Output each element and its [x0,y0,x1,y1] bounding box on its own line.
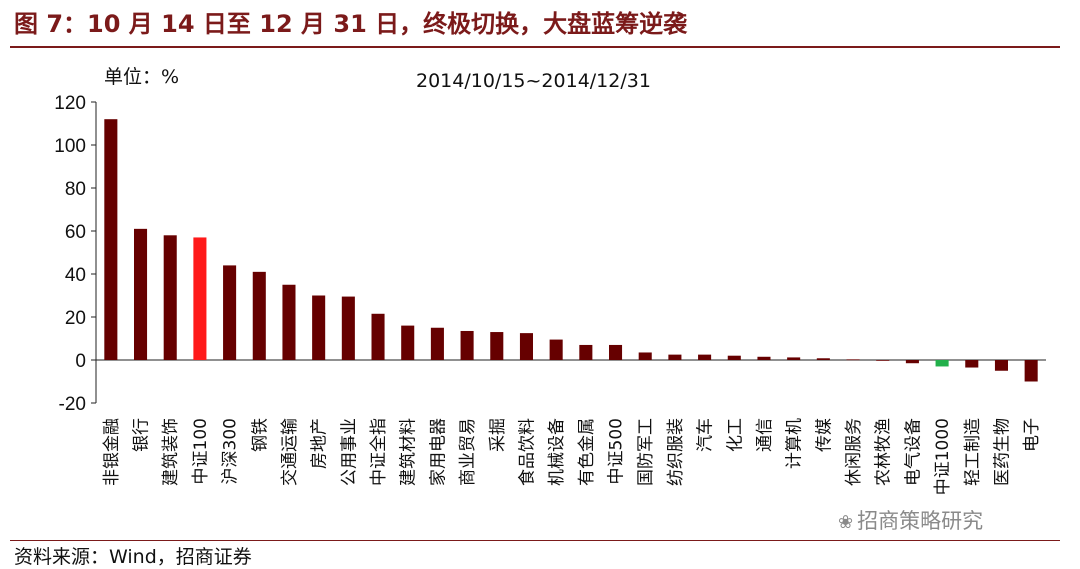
unit-label: 单位：% [104,66,180,88]
x-category-label: 医药生物 [992,418,1012,486]
bar [846,359,860,361]
source-note: 资料来源：Wind，招商证券 [14,546,252,568]
y-tick-label: -20 [59,394,86,415]
x-category-label: 有色金属 [577,418,597,486]
bar [193,237,207,360]
x-category-label: 沪深300 [221,418,241,484]
x-category-label: 交通运输 [280,418,300,486]
x-category-label: 商业贸易 [458,418,478,486]
x-category-label: 传媒 [814,418,834,452]
x-category-label: 非银金融 [102,418,122,486]
bar-chart: -20 0 20 40 60 80 100 120 非银金融 银行 建筑装饰 中证100 沪深300 钢铁… [54,93,1046,495]
bar [430,327,444,360]
chart-subtitle: 2014/10/15~2014/12/31 [416,70,651,92]
x-category-label: 钢铁 [250,418,270,452]
x-category-label: 轻工制造 [963,418,983,486]
x-category-label: 国防军工 [636,418,656,486]
x-category-label: 休闲服务 [844,418,864,486]
bar [994,360,1008,371]
x-category-label: 纺织服装 [666,418,686,486]
bar [609,344,623,360]
bar [638,352,652,360]
bar [905,360,919,364]
watermark-text: 招商策略研究 [857,509,984,533]
footer-divider [10,540,1060,541]
bar [371,313,385,360]
x-category-label: 汽车 [696,418,716,452]
y-tick-label: 60 [65,222,86,243]
bar [490,332,504,360]
bar [163,235,177,360]
x-category-label: 公用事业 [339,418,359,486]
y-tick-label: 40 [65,265,86,286]
title-divider [10,46,1060,48]
figure-title: 图 7：10 月 14 日至 12 月 31 日，终极切换，大盘蓝筹逆袭 [14,10,688,38]
bar [401,325,415,360]
bar [104,119,118,360]
x-category-label: 家用电器 [428,418,448,486]
x-category-label: 采掘 [488,418,508,452]
x-category-label: 中证1000 [933,418,953,495]
x-category-label: 中证全指 [369,418,389,486]
x-category-label: 化工 [725,418,745,452]
x-category-label: 计算机 [785,418,805,469]
bar [816,358,830,360]
bar [876,360,890,361]
x-category-label: 银行 [132,418,152,452]
bar [519,333,533,360]
x-category-label: 农林牧渔 [874,418,894,486]
x-category-label: 建筑装饰 [161,418,181,486]
x-category-label: 通信 [755,418,775,452]
x-category-label: 房地产 [310,418,330,469]
x-category-label: 中证500 [607,418,627,484]
bar [579,344,593,360]
wechat-icon: ❀ [838,512,854,533]
bar [727,355,741,360]
bar [757,356,771,360]
bar [965,360,979,368]
bar [282,284,296,360]
x-category-label: 机械设备 [547,418,567,486]
bar [1024,360,1038,382]
y-tick-label: 0 [75,351,86,372]
x-category-label: 建筑材料 [399,418,419,486]
x-category-label: 食品饮料 [517,418,537,486]
bar [460,330,474,360]
x-category-label: 中证100 [191,418,211,484]
y-tick-label: 20 [65,308,86,329]
bar [312,295,326,360]
watermark: ❀ 招商策略研究 [838,505,983,535]
bar [935,360,949,367]
bar [341,296,355,360]
bar [252,271,266,360]
bar [549,339,563,360]
bar [787,357,801,360]
bar [223,265,237,360]
y-tick-label: 100 [54,136,86,157]
x-category-label: 电子 [1022,418,1042,452]
bar [698,354,712,360]
y-tick-label: 80 [65,179,86,200]
y-tick-label: 120 [54,93,86,114]
x-category-label: 电气设备 [903,418,923,486]
bar [668,354,682,360]
bar [134,228,148,360]
